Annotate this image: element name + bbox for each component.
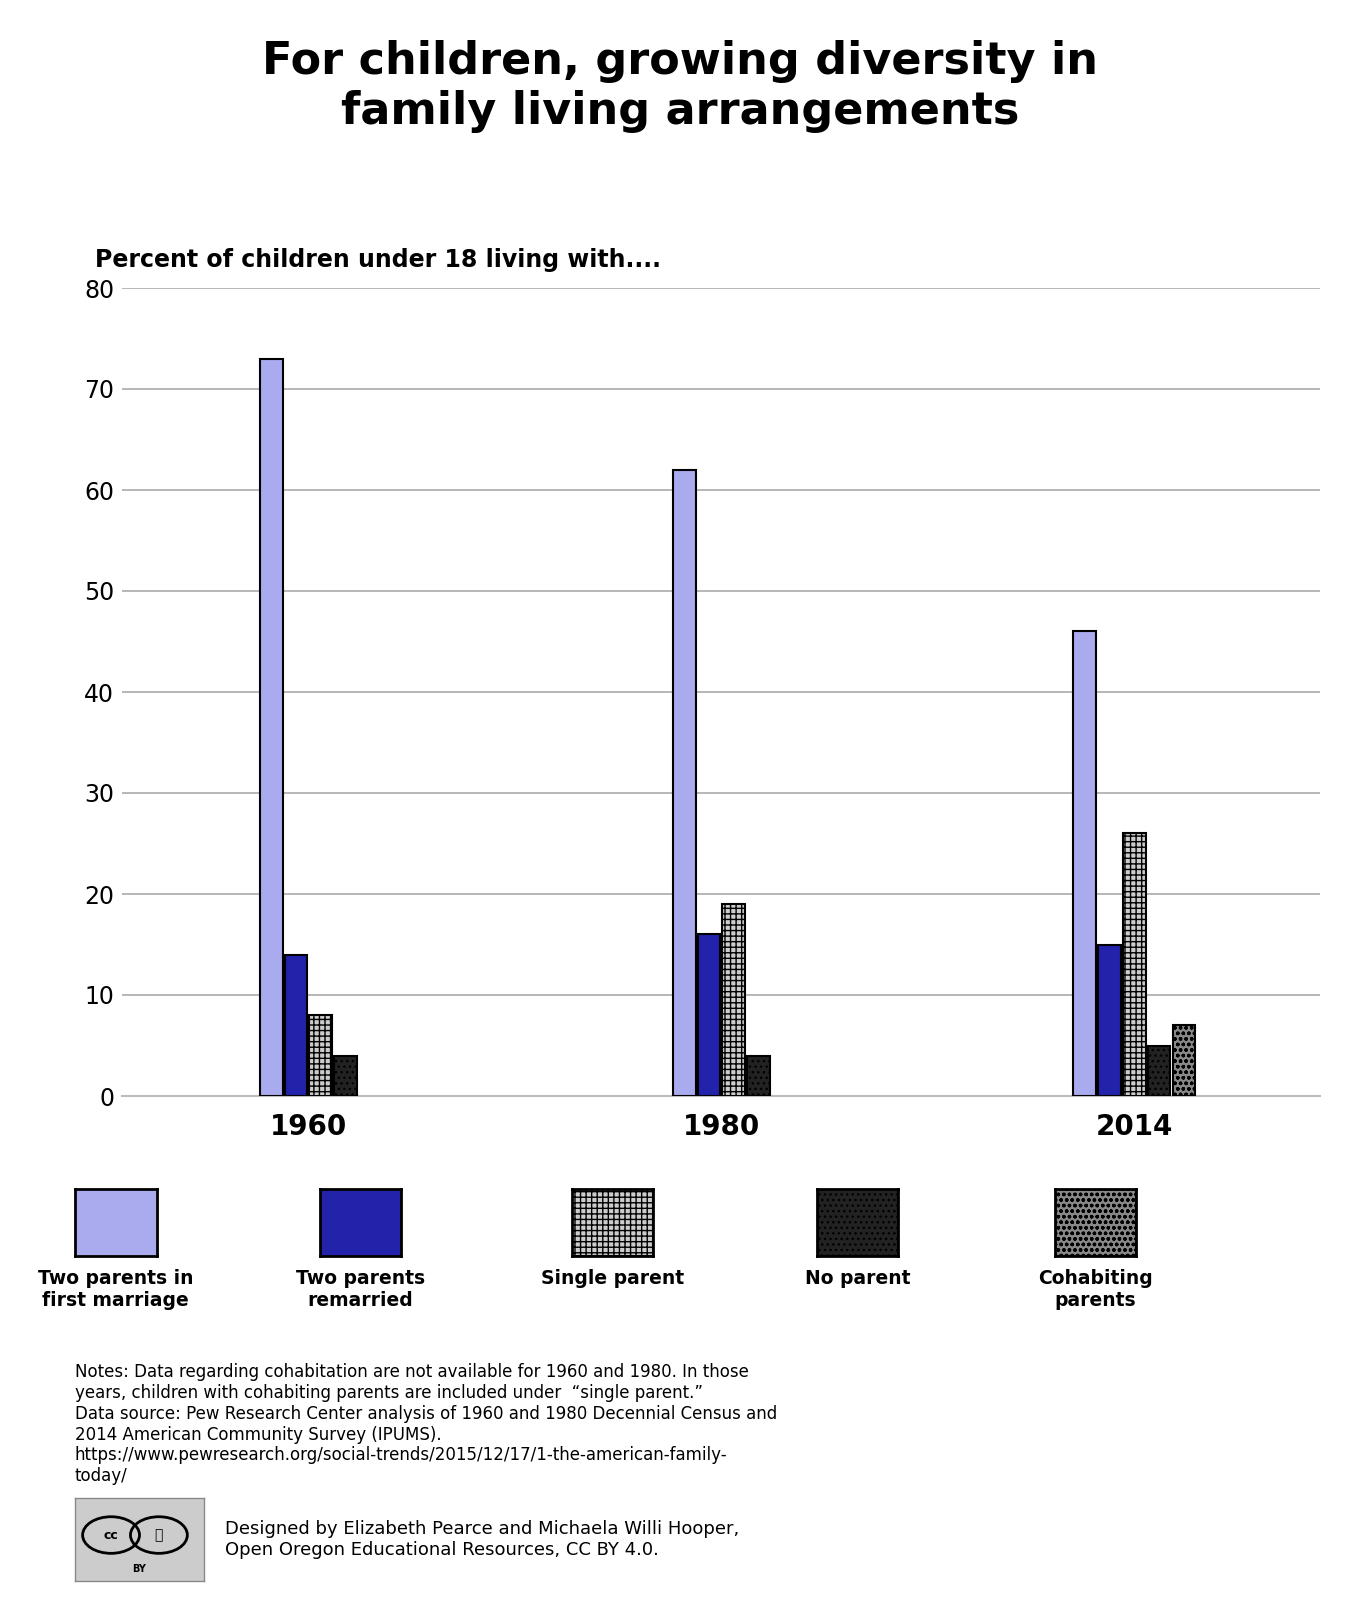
Text: Two parents in
first marriage: Two parents in first marriage — [38, 1269, 193, 1310]
Text: Cohabiting
parents: Cohabiting parents — [1038, 1269, 1153, 1310]
Text: Notes: Data regarding cohabitation are not available for 1960 and 1980. In those: Notes: Data regarding cohabitation are n… — [75, 1363, 777, 1485]
Text: For children, growing diversity in
family living arrangements: For children, growing diversity in famil… — [263, 40, 1098, 133]
Bar — [260, 358, 283, 1096]
Bar — [284, 955, 308, 1096]
Text: Two parents
remarried: Two parents remarried — [297, 1269, 425, 1310]
Bar — [747, 1056, 770, 1096]
Bar — [1173, 1026, 1195, 1096]
Text: cc: cc — [103, 1528, 118, 1541]
Text: BY: BY — [132, 1565, 147, 1574]
Bar — [1123, 834, 1146, 1096]
Bar — [309, 1016, 332, 1096]
Bar — [335, 1056, 357, 1096]
Text: Percent of children under 18 living with....: Percent of children under 18 living with… — [95, 248, 661, 272]
Text: No parent: No parent — [804, 1269, 911, 1288]
Bar — [1098, 944, 1121, 1096]
Text: ⓘ: ⓘ — [155, 1528, 163, 1542]
Bar — [672, 470, 695, 1096]
Bar — [1074, 632, 1096, 1096]
Bar — [723, 904, 744, 1096]
Text: Single parent: Single parent — [540, 1269, 685, 1288]
Text: Designed by Elizabeth Pearce and Michaela Willi Hooper,
Open Oregon Educational : Designed by Elizabeth Pearce and Michael… — [225, 1520, 739, 1558]
Bar — [698, 934, 720, 1096]
Bar — [1147, 1045, 1170, 1096]
